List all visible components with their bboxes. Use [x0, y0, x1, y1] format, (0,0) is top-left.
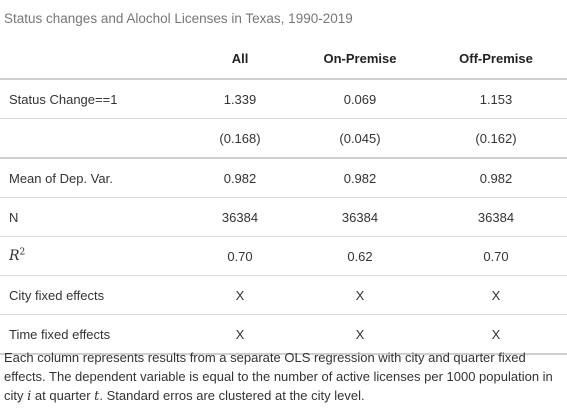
row-label: N — [0, 197, 185, 237]
table-row-time-fixed-effects: Time fixed effects X X X — [0, 314, 567, 355]
header-empty-cell — [0, 38, 185, 80]
table-row-standard-errors: (0.168) (0.045) (0.162) — [0, 118, 567, 159]
cell-value: (0.168) — [185, 118, 295, 159]
cell-value: 0.069 — [295, 79, 425, 119]
table-row-status-change: Status Change==1 1.339 0.069 1.153 — [0, 79, 567, 119]
r-squared-symbol: R2 — [9, 247, 26, 265]
cell-value: 0.70 — [425, 236, 567, 276]
cell-value: 0.982 — [185, 158, 295, 198]
footnote-var-i: i — [27, 389, 32, 404]
table-row-r-squared: R2 0.70 0.62 0.70 — [0, 236, 567, 276]
row-label: R2 — [0, 236, 185, 276]
regression-table: All On-Premise Off-Premise Status Change… — [0, 38, 567, 355]
table-footnote: Each column represents results from a se… — [4, 348, 564, 406]
cell-value: 36384 — [295, 197, 425, 237]
cell-value: 0.982 — [295, 158, 425, 198]
cell-value: 1.339 — [185, 79, 295, 119]
footnote-text-3: . Standard erros are clustered at the ci… — [99, 388, 365, 403]
column-header-on-premise: On-Premise — [295, 38, 425, 80]
footnote-text-1: Each column represents results from a se… — [4, 350, 553, 403]
cell-value: X — [185, 275, 295, 315]
cell-value: 36384 — [425, 197, 567, 237]
table-row-mean-dep-var: Mean of Dep. Var. 0.982 0.982 0.982 — [0, 158, 567, 198]
cell-value: X — [425, 275, 567, 315]
header-row: All On-Premise Off-Premise — [0, 38, 567, 80]
row-label: Mean of Dep. Var. — [0, 158, 185, 198]
table-row-n: N 36384 36384 36384 — [0, 197, 567, 237]
cell-value: 36384 — [185, 197, 295, 237]
r-squared-letter: R — [9, 248, 20, 265]
table-caption: Status changes and Alochol Licenses in T… — [4, 11, 353, 26]
table-row-city-fixed-effects: City fixed effects X X X — [0, 275, 567, 315]
cell-value: X — [185, 314, 295, 355]
cell-value: X — [295, 275, 425, 315]
column-header-all: All — [185, 38, 295, 80]
cell-value: (0.045) — [295, 118, 425, 159]
row-label: Time fixed effects — [0, 314, 185, 355]
column-header-off-premise: Off-Premise — [425, 38, 567, 80]
cell-value: X — [295, 314, 425, 355]
cell-value: X — [425, 314, 567, 355]
row-label — [0, 118, 185, 159]
r-squared-superscript: 2 — [19, 247, 26, 258]
row-label: Status Change==1 — [0, 79, 185, 119]
footnote-var-t: t — [94, 389, 100, 404]
cell-value: 0.62 — [295, 236, 425, 276]
footnote-text-2: at quarter — [31, 388, 95, 403]
row-label: City fixed effects — [0, 275, 185, 315]
cell-value: 0.70 — [185, 236, 295, 276]
cell-value: (0.162) — [425, 118, 567, 159]
cell-value: 0.982 — [425, 158, 567, 198]
cell-value: 1.153 — [425, 79, 567, 119]
